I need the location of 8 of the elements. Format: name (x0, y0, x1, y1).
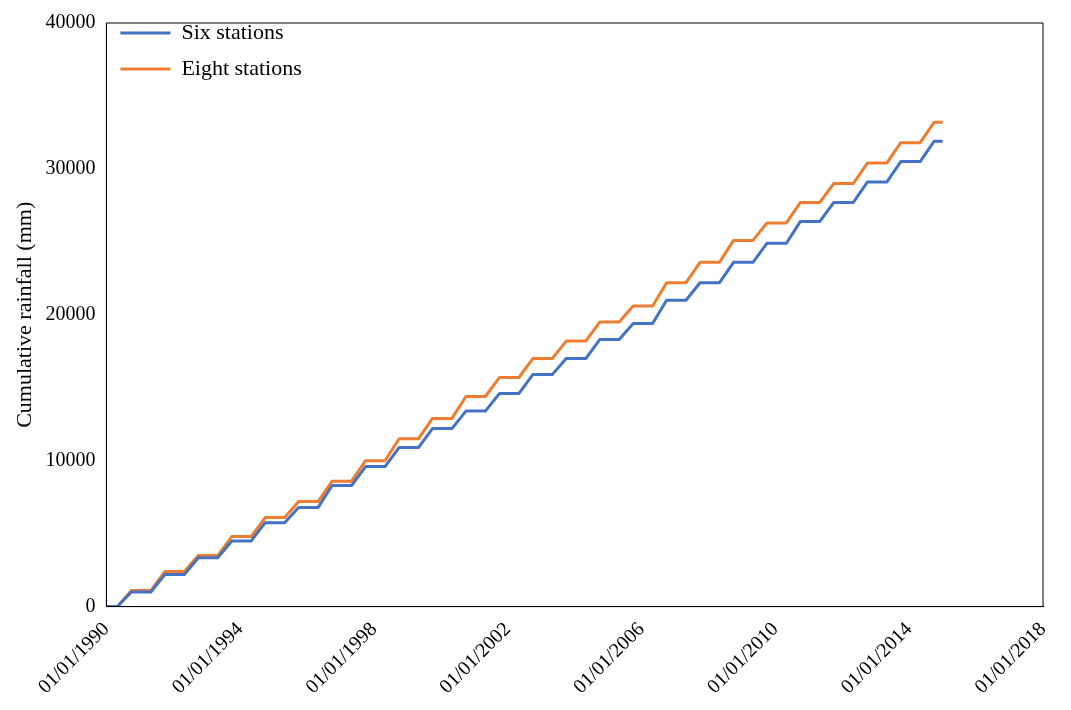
y-tick-label: 10000 (45, 447, 96, 470)
y-tick-label: 20000 (45, 302, 96, 325)
y-tick-label: 30000 (45, 156, 96, 179)
y-axis-title: Cumulative rainfall (mm) (10, 201, 36, 428)
y-tick-label: 40000 (45, 10, 96, 33)
y-tick-label: 0 (85, 593, 96, 616)
legend-label: Eight stations (181, 54, 302, 80)
legend-label: Six stations (181, 18, 284, 44)
